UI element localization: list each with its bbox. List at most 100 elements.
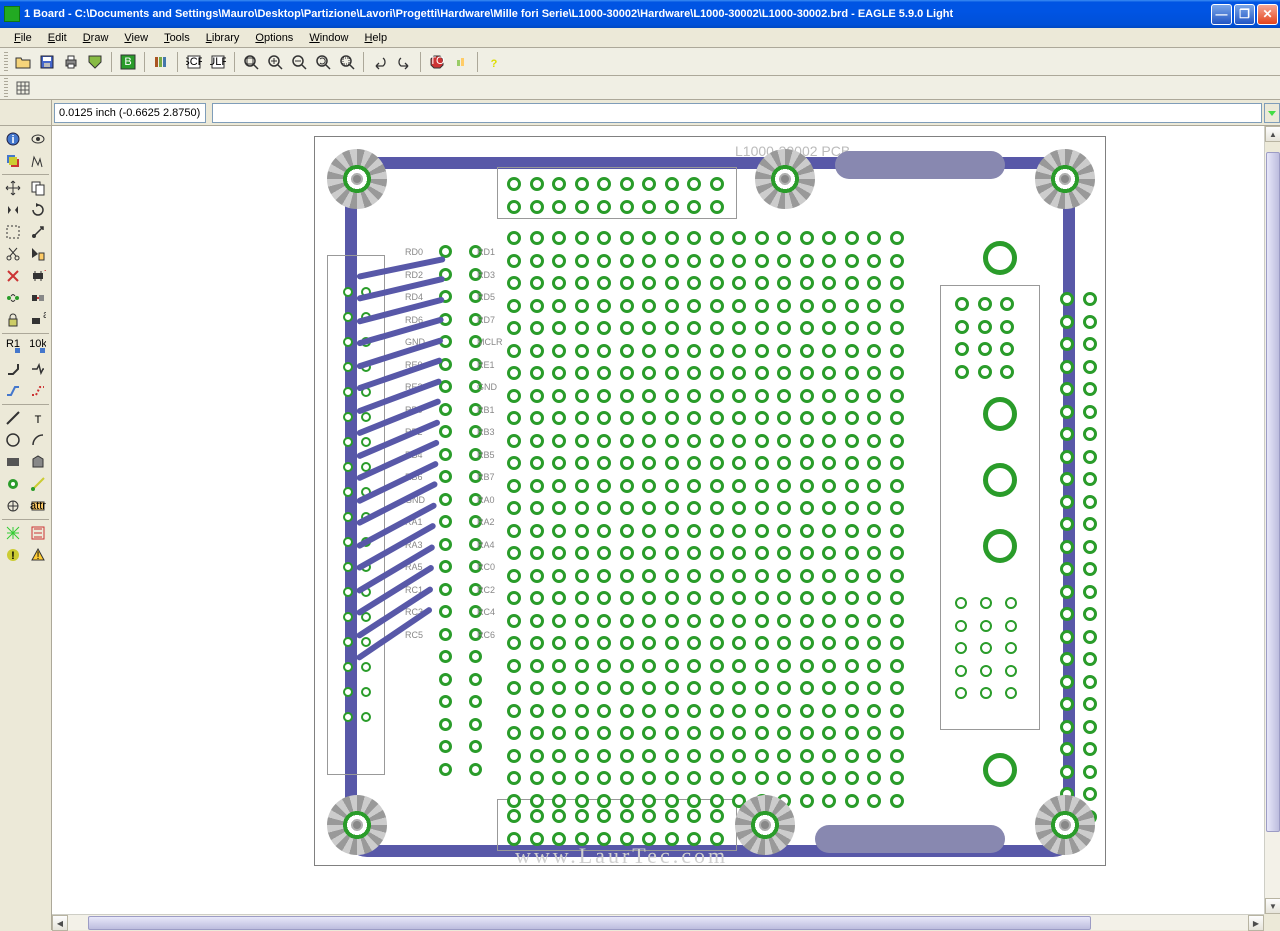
pad-hole — [980, 642, 992, 654]
add-icon[interactable]: + — [27, 265, 49, 287]
menu-window[interactable]: Window — [301, 28, 356, 47]
close-button[interactable]: ✕ — [1257, 4, 1278, 25]
menu-help[interactable]: Help — [356, 28, 395, 47]
menu-tools[interactable]: Tools — [156, 28, 198, 47]
stop-icon[interactable]: STOP — [426, 51, 448, 73]
replace-icon[interactable] — [27, 287, 49, 309]
vertical-scrollbar[interactable]: ▲ ▼ — [1264, 126, 1280, 914]
pad-hole — [867, 321, 881, 335]
pad-hole — [642, 794, 656, 808]
pad-hole — [1060, 562, 1074, 576]
zoom-out-icon[interactable] — [288, 51, 310, 73]
pad-hole — [620, 794, 634, 808]
undo-icon[interactable] — [369, 51, 391, 73]
toolbar-grip-2[interactable] — [4, 78, 8, 98]
minimize-button[interactable]: — — [1211, 4, 1232, 25]
delete-icon[interactable] — [2, 265, 24, 287]
ripup-icon[interactable] — [27, 380, 49, 402]
maximize-button[interactable]: ❐ — [1234, 4, 1255, 25]
arc-icon[interactable] — [27, 429, 49, 451]
library-icon[interactable] — [150, 51, 172, 73]
command-input[interactable] — [212, 103, 1262, 123]
route-icon[interactable] — [2, 380, 24, 402]
split-icon[interactable] — [27, 358, 49, 380]
zoom-select-icon[interactable] — [336, 51, 358, 73]
hole-icon[interactable] — [2, 495, 24, 517]
menu-library[interactable]: Library — [198, 28, 248, 47]
ulp-icon[interactable]: ULP — [207, 51, 229, 73]
ratsnest-icon[interactable] — [2, 522, 24, 544]
rotate-icon[interactable] — [27, 199, 49, 221]
wire-icon[interactable] — [2, 407, 24, 429]
miter-icon[interactable] — [2, 358, 24, 380]
toolbar-grip[interactable] — [4, 52, 8, 72]
v-scroll-thumb[interactable] — [1266, 152, 1280, 832]
pad-hole — [890, 411, 904, 425]
mark-icon[interactable] — [27, 150, 49, 172]
pad-hole — [800, 614, 814, 628]
go-icon[interactable] — [450, 51, 472, 73]
canvas[interactable]: www.LaurTec.com L1000-30002 PCB RD0RD1RD… — [52, 126, 1280, 930]
cam-icon[interactable] — [84, 51, 106, 73]
scroll-up-icon[interactable]: ▲ — [1265, 126, 1280, 142]
erc-icon[interactable]: ! — [2, 544, 24, 566]
pad-hole — [777, 524, 791, 538]
text-icon[interactable]: T — [27, 407, 49, 429]
pin-label: RC4 — [477, 607, 495, 617]
attribute-icon[interactable]: attr — [27, 495, 49, 517]
pad-hole — [665, 794, 679, 808]
polygon-icon[interactable] — [27, 451, 49, 473]
via-icon[interactable] — [2, 473, 24, 495]
pad-hole — [867, 276, 881, 290]
menu-options[interactable]: Options — [247, 28, 301, 47]
h-scroll-thumb[interactable] — [88, 916, 1091, 930]
board-sch-icon[interactable]: B — [117, 51, 139, 73]
grid-icon[interactable] — [12, 77, 34, 99]
smash-icon[interactable]: ab — [27, 309, 49, 331]
pad-hole — [575, 200, 589, 214]
info-icon[interactable]: i — [2, 128, 24, 150]
command-dropdown[interactable] — [1264, 103, 1280, 123]
rect-icon[interactable] — [2, 451, 24, 473]
zoom-fit-icon[interactable] — [240, 51, 262, 73]
horizontal-scrollbar[interactable]: ◀ ▶ — [52, 914, 1264, 930]
zoom-redraw-icon[interactable] — [312, 51, 334, 73]
circle-icon[interactable] — [2, 429, 24, 451]
pad-hole — [575, 681, 589, 695]
signal-icon[interactable] — [27, 473, 49, 495]
pad-hole — [867, 366, 881, 380]
errors-icon[interactable]: ! — [27, 544, 49, 566]
script-icon[interactable]: SCR — [183, 51, 205, 73]
redo-icon[interactable] — [393, 51, 415, 73]
scroll-down-icon[interactable]: ▼ — [1265, 898, 1280, 914]
mirror-icon[interactable] — [2, 199, 24, 221]
menu-file[interactable]: File — [6, 28, 40, 47]
lock-icon[interactable] — [2, 309, 24, 331]
change-icon[interactable] — [27, 221, 49, 243]
pad-hole — [597, 299, 611, 313]
print-icon[interactable] — [60, 51, 82, 73]
pad-hole — [710, 524, 724, 538]
menu-view[interactable]: View — [116, 28, 156, 47]
open-icon[interactable] — [12, 51, 34, 73]
name-icon[interactable]: R1 — [2, 336, 24, 358]
group-icon[interactable] — [2, 221, 24, 243]
move-icon[interactable] — [2, 177, 24, 199]
pad-hole — [552, 276, 566, 290]
pad-hole — [665, 771, 679, 785]
show-icon[interactable] — [27, 128, 49, 150]
save-icon[interactable] — [36, 51, 58, 73]
layer-icon[interactable] — [2, 150, 24, 172]
scroll-left-icon[interactable]: ◀ — [52, 915, 68, 931]
pinswap-icon[interactable] — [2, 287, 24, 309]
paste-icon[interactable] — [27, 243, 49, 265]
scroll-right-icon[interactable]: ▶ — [1248, 915, 1264, 931]
auto-icon[interactable] — [27, 522, 49, 544]
menu-draw[interactable]: Draw — [75, 28, 117, 47]
zoom-in-icon[interactable] — [264, 51, 286, 73]
help-icon[interactable]: ? — [483, 51, 505, 73]
copy-icon[interactable] — [27, 177, 49, 199]
value-icon[interactable]: 10k — [27, 336, 49, 358]
cut-icon[interactable] — [2, 243, 24, 265]
menu-edit[interactable]: Edit — [40, 28, 75, 47]
